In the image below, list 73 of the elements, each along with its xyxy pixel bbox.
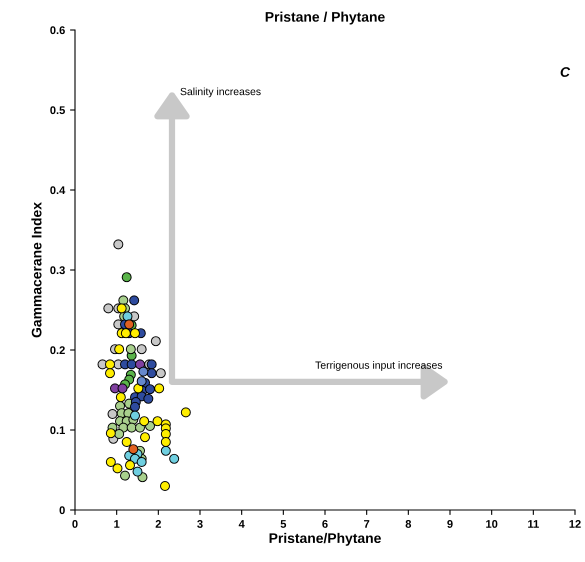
point xyxy=(105,359,115,370)
point xyxy=(106,457,116,467)
point xyxy=(122,272,132,282)
x-tick-label: 5 xyxy=(280,520,286,528)
point xyxy=(126,422,137,433)
point xyxy=(136,376,147,386)
y-axis-title: Gammacerane Index xyxy=(31,202,42,338)
point xyxy=(114,429,124,439)
point xyxy=(124,319,134,330)
y-tick-label: 0.2 xyxy=(50,346,65,354)
y-tick-label: 0.6 xyxy=(50,26,65,34)
point xyxy=(108,409,118,419)
x-tick-label: 1 xyxy=(114,520,120,528)
x-tick-label: 12 xyxy=(570,520,581,528)
point xyxy=(128,444,138,454)
point xyxy=(143,394,154,404)
point xyxy=(160,481,170,491)
x-axis-title: Pristane/Phytane xyxy=(270,532,381,546)
point xyxy=(146,359,157,370)
point xyxy=(145,384,155,394)
point xyxy=(160,437,171,447)
point xyxy=(125,460,135,470)
point xyxy=(129,295,140,306)
annotation: C xyxy=(560,67,570,77)
annotation: Terrigenous input increases xyxy=(315,361,442,371)
annotation: Salinity increases xyxy=(180,88,261,98)
y-tick-label: 0.1 xyxy=(50,426,65,434)
point xyxy=(139,416,150,426)
point xyxy=(130,410,140,421)
point xyxy=(136,344,147,354)
point xyxy=(136,457,147,467)
point xyxy=(106,428,116,438)
point xyxy=(140,432,150,442)
point xyxy=(180,407,191,418)
point xyxy=(132,466,142,477)
y-tick-label: 0.4 xyxy=(50,186,66,194)
point xyxy=(135,359,145,370)
point xyxy=(126,359,137,370)
point xyxy=(122,437,132,447)
point xyxy=(116,303,127,314)
x-tick-label: 2 xyxy=(156,520,161,528)
y-tick-label: 0.3 xyxy=(50,266,65,274)
y-tick-label: 0.5 xyxy=(50,106,65,114)
point xyxy=(120,470,130,481)
point xyxy=(114,344,124,354)
point xyxy=(122,311,132,322)
point xyxy=(154,383,164,394)
x-tick-label: 7 xyxy=(364,520,370,528)
point xyxy=(160,446,171,456)
point xyxy=(138,366,148,377)
x-tick-label: 6 xyxy=(322,520,328,528)
point xyxy=(105,368,115,378)
point xyxy=(112,463,122,474)
point xyxy=(146,368,157,378)
x-tick-label: 8 xyxy=(406,520,412,528)
point xyxy=(126,344,136,354)
x-tick-label: 0 xyxy=(72,520,78,528)
point xyxy=(116,392,126,402)
chart-title: Pristane / Phytane xyxy=(266,12,385,25)
x-tick-label: 11 xyxy=(528,520,539,528)
point xyxy=(103,303,114,314)
x-tick-label: 3 xyxy=(197,520,203,528)
point xyxy=(152,416,162,426)
x-tick-label: 4 xyxy=(238,520,245,528)
y-tick-label: 0 xyxy=(60,506,65,514)
point xyxy=(113,239,124,250)
point xyxy=(150,336,161,346)
point xyxy=(156,368,166,378)
point xyxy=(118,383,128,394)
point xyxy=(169,454,180,464)
point xyxy=(130,402,140,412)
x-tick-label: 10 xyxy=(486,520,498,528)
x-tick-label: 9 xyxy=(447,520,453,528)
